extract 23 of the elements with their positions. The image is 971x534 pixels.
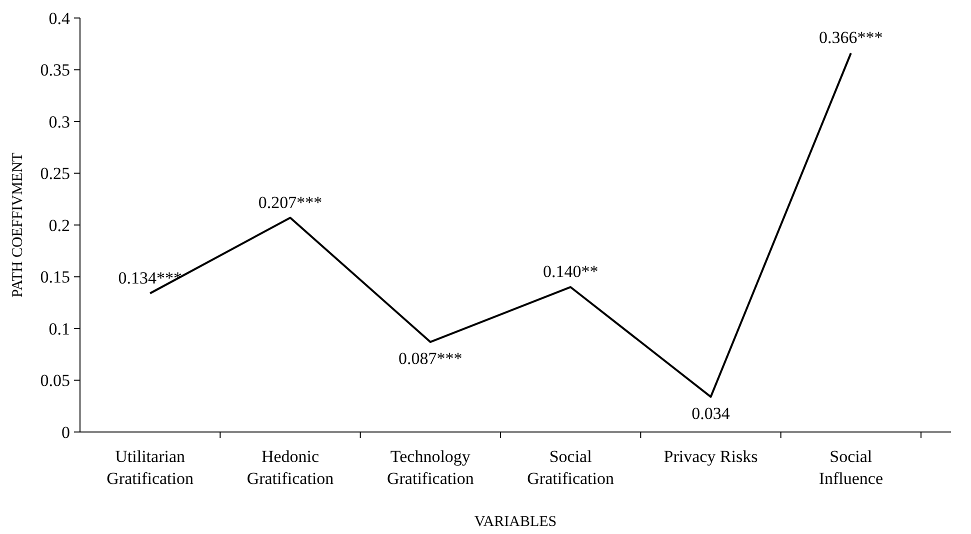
x-axis-title: VARIABLES [474,514,557,530]
data-label: 0.087*** [398,348,462,368]
y-tick-label: 0.2 [48,216,70,235]
y-tick-label: 0.1 [48,319,70,338]
y-tick-label: 0.25 [40,164,70,184]
y-axis-title: PATH COEFFIVMENT [10,152,26,298]
x-tick-label: Privacy Risks [664,447,758,466]
y-tick-label: 0.05 [40,371,70,390]
x-tick-label: Technology Gratification [386,447,474,488]
x-tick-label: Hedonic Gratification [246,447,334,488]
data-label: 0.134*** [118,268,182,288]
data-label: 0.366*** [819,28,883,48]
x-tick-label: Social Gratification [527,447,615,488]
data-label: 0.207*** [258,192,322,212]
x-tick-label: Social Influence [818,447,884,488]
y-tick-label: 0.4 [48,8,70,28]
x-tick-label: Utilitarian Gratification [106,447,194,488]
y-tick-label: 0.3 [48,112,70,132]
y-tick-label: 0.15 [40,268,70,287]
y-tick-label: 0 [62,422,70,442]
y-tick-label: 0.35 [40,60,70,80]
data-label: 0.034 [692,404,730,423]
data-label: 0.140** [542,262,598,282]
